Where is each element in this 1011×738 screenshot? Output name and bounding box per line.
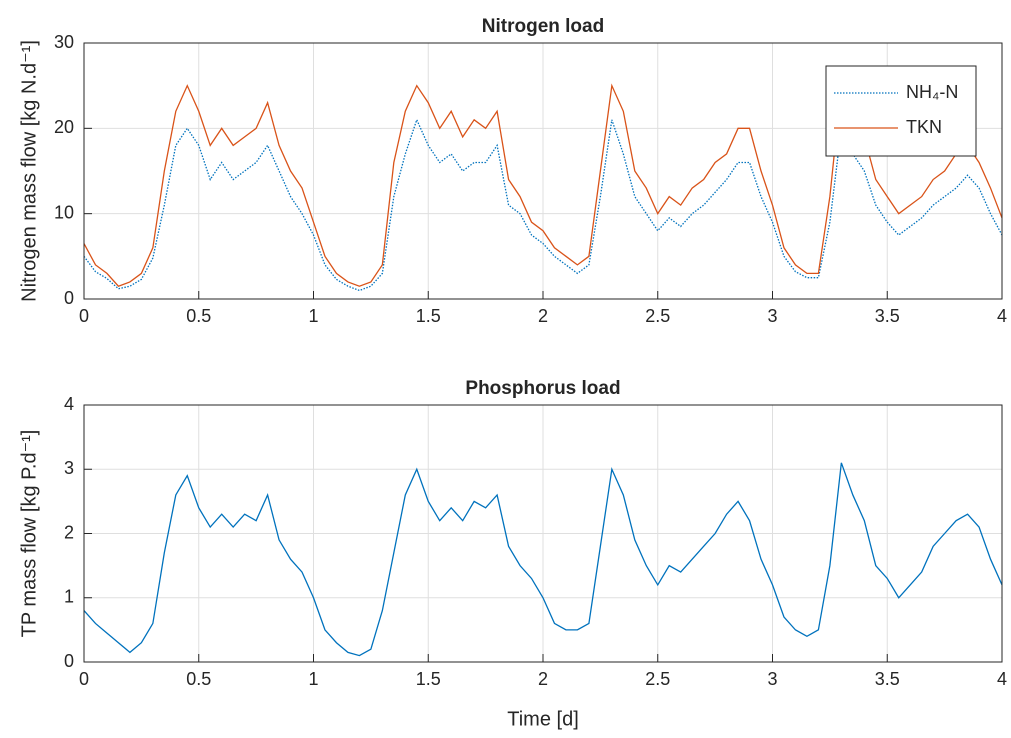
x-tick-label: 1 [308,669,318,689]
y-tick-label: 30 [54,32,74,52]
x-tick-label: 0 [79,669,89,689]
x-tick-label: 1.5 [416,306,441,326]
chart-title: Nitrogen load [482,16,604,37]
x-tick-label: 0.5 [186,306,211,326]
x-tick-label: 4 [997,669,1007,689]
y-tick-label: 3 [64,458,74,478]
x-tick-label: 2 [538,306,548,326]
chart-title: Phosphorus load [465,378,620,399]
x-tick-label: 1.5 [416,669,441,689]
x-tick-label: 1 [308,306,318,326]
y-tick-label: 4 [64,394,74,414]
y-tick-label: 0 [64,651,74,671]
y-tick-label: 10 [54,202,74,222]
legend-label: TKN [906,117,942,137]
y-tick-label: 0 [64,288,74,308]
y-tick-label: 20 [54,117,74,137]
x-tick-label: 3.5 [875,306,900,326]
x-tick-label: 2 [538,669,548,689]
x-tick-label: 2.5 [645,306,670,326]
legend-box [825,65,977,157]
y-axis-label: Nitrogen mass flow [kg N.d⁻¹] [18,40,40,302]
legend-label: NH₄-N [906,82,958,102]
y-axis-label: TP mass flow [kg P.d⁻¹] [18,430,40,638]
axes-box [83,42,1003,300]
y-tick-label: 1 [64,587,74,607]
y-tick-label: 2 [64,522,74,542]
x-tick-label: 2.5 [645,669,670,689]
x-tick-label: 0 [79,306,89,326]
x-axis-label: Time [d] [507,708,579,730]
x-tick-label: 3 [767,669,777,689]
data-line [83,462,1003,657]
axes-box [83,404,1003,663]
x-tick-label: 4 [997,306,1007,326]
x-tick-label: 3 [767,306,777,326]
x-tick-label: 3.5 [875,669,900,689]
x-tick-label: 0.5 [186,669,211,689]
